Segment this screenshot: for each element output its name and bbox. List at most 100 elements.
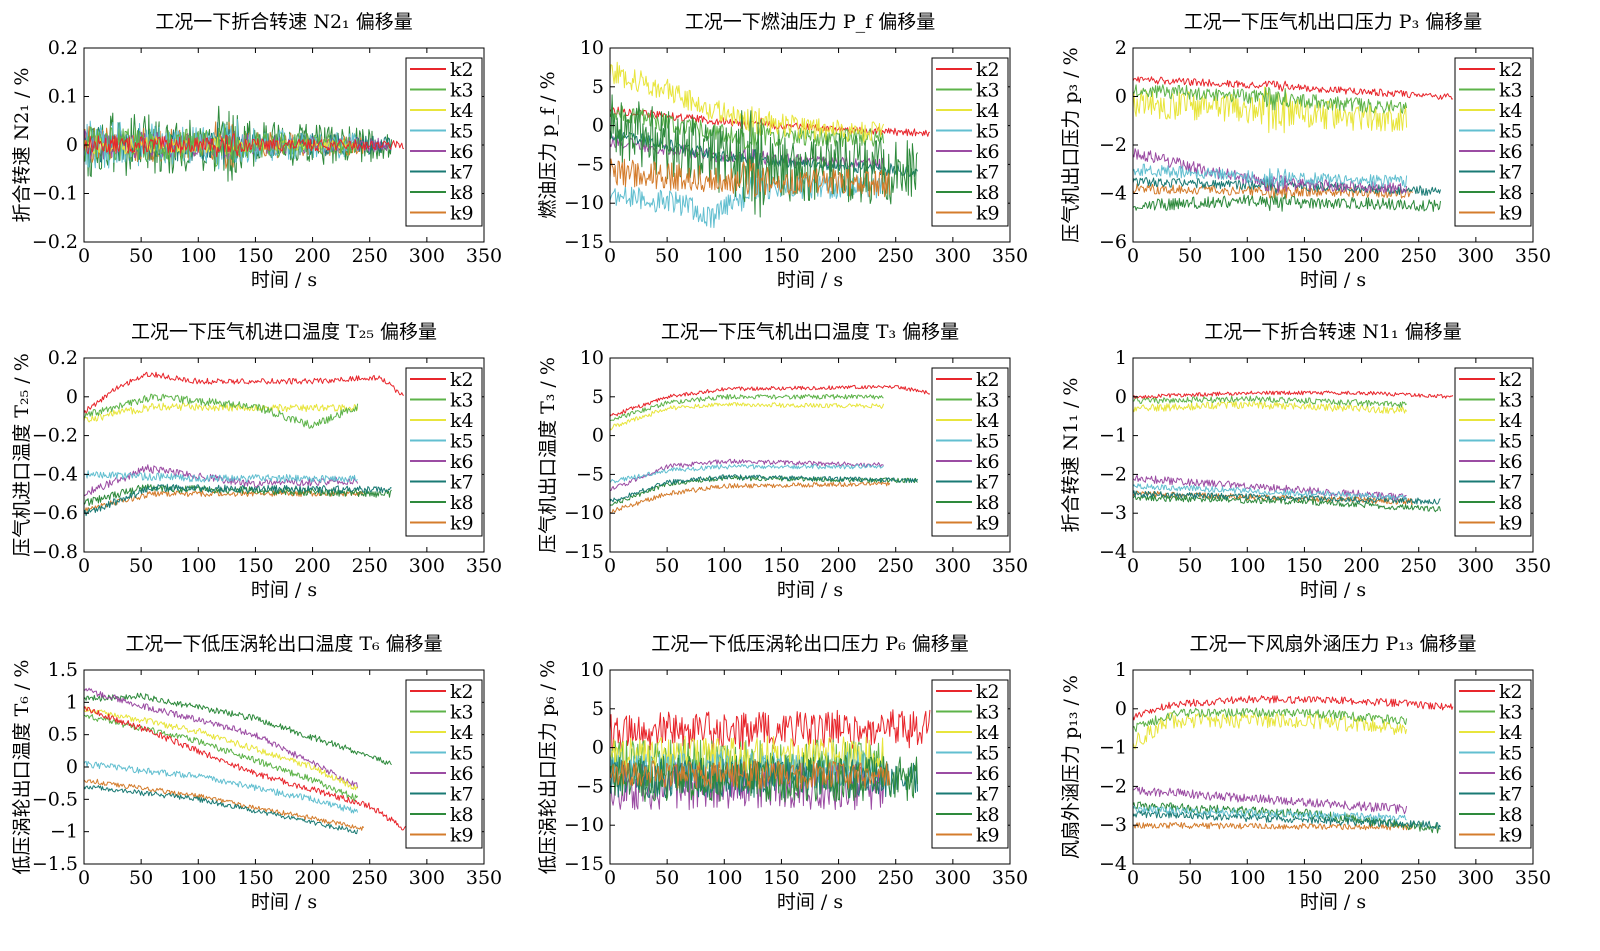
legend-label-k5: k5 [976,431,1000,453]
series-line-k4 [1133,400,1408,414]
series-line-k5 [1133,163,1408,188]
chart-title: 工况一下压气机出口温度 T₃ 偏移量 [661,321,959,343]
series-line-k2 [1133,76,1454,100]
legend-box [1454,367,1532,537]
x-tick-label: 100 [1229,555,1265,577]
legend-label-k7: k7 [976,472,1000,494]
x-tick-label: 100 [706,245,742,267]
legend-label-k7: k7 [1499,162,1523,184]
chart-title: 工况一下低压涡轮出口温度 T₆ 偏移量 [125,633,442,655]
legend-label-k7: k7 [450,472,474,494]
legend-label-k4: k4 [1499,100,1523,122]
series-line-k5 [610,463,884,484]
x-tick-label: 50 [129,245,153,267]
legend-label-k9: k9 [1499,825,1523,847]
x-tick-label: 0 [1127,245,1139,267]
legend-label-k3: k3 [976,390,1000,412]
x-axis-label: 时间 / s [251,579,317,601]
x-tick-label: 150 [237,555,273,577]
x-tick-label: 250 [1401,867,1437,889]
y-tick-label: 0 [1115,386,1127,408]
legend-label-k3: k3 [1499,390,1523,412]
x-tick-label: 0 [1127,867,1139,889]
series-line-k3 [610,394,884,422]
series-line-k9 [610,760,891,790]
series-line-k8 [84,483,392,506]
legend-label-k5: k5 [1499,431,1523,453]
x-tick-label: 50 [129,867,153,889]
y-tick-label: 0 [66,386,78,408]
legend-label-k8: k8 [450,804,474,826]
x-tick-label: 0 [604,555,616,577]
series-line-k3 [1133,707,1408,733]
x-tick-label: 250 [352,867,388,889]
legend-label-k9: k9 [976,825,1000,847]
y-tick-label: 1.5 [48,659,78,681]
y-tick-label: −3 [1099,502,1127,524]
chart-title: 工况一下低压涡轮出口压力 P₆ 偏移量 [651,633,968,655]
legend-box [931,679,1009,849]
x-axis-label: 时间 / s [251,269,317,291]
legend-label-k5: k5 [450,121,474,143]
y-tick-label: 10 [580,659,604,681]
legend-label-k8: k8 [1499,492,1523,514]
y-axis-label: 燃油压力 p_f / % [537,71,559,218]
legend-label-k2: k2 [976,369,1000,391]
chart-title: 工况一下燃油压力 P_f 偏移量 [685,11,935,33]
y-tick-label: 10 [580,37,604,59]
x-axis-label: 时间 / s [777,269,843,291]
legend-label-k6: k6 [976,763,1000,785]
legend-label-k7: k7 [1499,472,1523,494]
y-tick-label: −15 [564,541,604,563]
chart-title: 工况一下折合转速 N2₁ 偏移量 [155,11,412,33]
series-group [84,371,404,517]
legend-box [405,367,483,537]
y-tick-label: −0.5 [32,788,78,810]
y-tick-label: 0.2 [48,347,78,369]
series-line-k7 [84,483,392,517]
y-tick-label: 0 [592,115,604,137]
y-tick-label: 0 [592,737,604,759]
legend-label-k6: k6 [1499,763,1523,785]
y-tick-label: 0.1 [48,86,78,108]
legend-label-k5: k5 [976,743,1000,765]
x-tick-label: 200 [1343,867,1379,889]
x-tick-label: 0 [78,245,90,267]
x-axis-label: 时间 / s [777,579,843,601]
x-tick-label: 0 [78,555,90,577]
legend-label-k2: k2 [450,369,474,391]
x-tick-label: 50 [655,245,679,267]
y-tick-label: −10 [564,814,604,836]
series-line-k6 [1133,786,1408,815]
x-tick-label: 200 [1343,555,1379,577]
legend-label-k8: k8 [1499,804,1523,826]
legend-label-k9: k9 [450,825,474,847]
series-line-k4 [610,402,885,431]
x-tick-label: 350 [1515,867,1551,889]
legend-label-k2: k2 [976,59,1000,81]
x-tick-label: 150 [1286,555,1322,577]
series-line-k5 [84,470,358,483]
x-tick-label: 200 [820,245,856,267]
x-tick-label: 300 [409,555,445,577]
legend-label-k9: k9 [1499,203,1523,225]
series-line-k4 [84,402,359,423]
series-line-k5 [84,760,359,814]
x-tick-label: 100 [180,867,216,889]
legend-label-k3: k3 [976,80,1000,102]
x-tick-label: 0 [1127,555,1139,577]
y-tick-label: 0 [592,425,604,447]
x-tick-label: 100 [180,555,216,577]
y-tick-label: 1 [66,691,78,713]
legend-label-k3: k3 [450,80,474,102]
legend-label-k4: k4 [976,100,1000,122]
legend-label-k5: k5 [450,743,474,765]
x-tick-label: 300 [409,245,445,267]
legend-box [931,367,1009,537]
legend-label-k6: k6 [976,451,1000,473]
x-tick-label: 200 [820,555,856,577]
y-tick-label: −5 [576,775,604,797]
y-tick-label: 5 [592,76,604,98]
chart-panel-4: 0 50 100 150 200 250 300 350 −0.8 −0.6 −0.4 −0.2 0 0.… [11,321,502,601]
